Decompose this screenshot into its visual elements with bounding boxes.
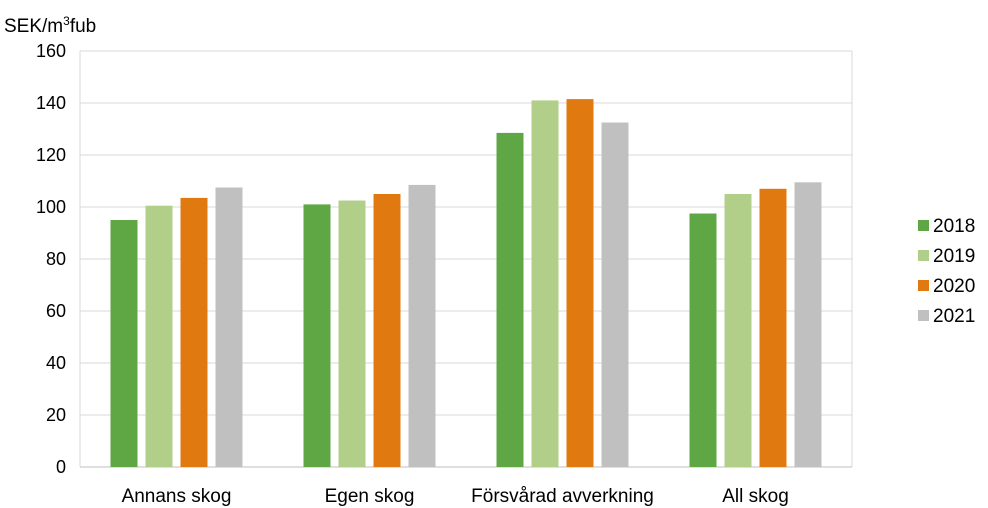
y-tick-label: 20 [46,405,66,425]
x-tick-labels: Annans skog Egen skog Försvårad avverkning… [122,486,789,507]
y-axis-label: SEK/m3fub [4,14,96,37]
legend-label: 2018 [933,216,975,237]
bar [215,187,243,467]
bar [794,182,822,468]
y-tick-label: 100 [36,197,66,217]
bar [601,122,629,467]
x-tick-label: All skog [722,486,789,507]
legend-swatch [918,250,929,261]
y-tick-label: 0 [56,457,66,477]
bar [724,194,752,467]
bar [531,100,559,468]
y-tick-labels: 0 20 40 60 80 100 120 140 160 [36,41,66,477]
bar [566,99,594,467]
y-axis-label-part: fub [70,16,96,37]
y-tick-label: 80 [46,249,66,269]
x-tick-label: Annans skog [122,486,232,507]
y-tick-label: 60 [46,301,66,321]
bar [689,213,717,467]
x-tick-label: Försvårad avverkning [471,486,654,507]
bar [373,194,401,467]
x-tick-label: Egen skog [325,486,415,507]
bar [180,197,208,467]
y-axis-label-part: SEK/m [4,16,63,37]
legend-label: 2020 [933,276,975,297]
bar [110,220,138,467]
bar [496,132,524,467]
legend: 2018 2019 2020 2021 [918,216,975,327]
grid-lines [79,50,853,468]
legend-swatch [918,310,929,321]
legend-swatch [918,280,929,291]
bar [145,205,173,467]
y-tick-label: 40 [46,353,66,373]
bar [338,200,366,467]
legend-label: 2021 [933,306,975,327]
y-tick-label: 120 [36,145,66,165]
y-tick-label: 160 [36,41,66,61]
bar [408,184,436,467]
legend-swatch [918,220,929,231]
y-tick-label: 140 [36,93,66,113]
bars [110,99,822,468]
bar [303,204,331,467]
legend-label: 2019 [933,246,975,267]
bar [759,188,787,468]
y-axis-label-superscript: 3 [63,14,70,28]
